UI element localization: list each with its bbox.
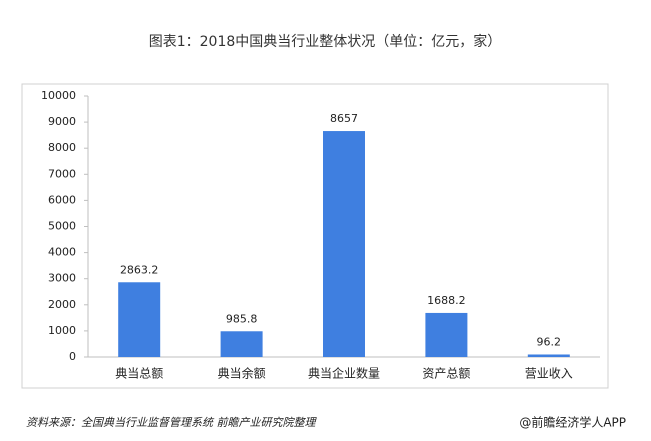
y-tick-label: 1000 xyxy=(48,324,76,337)
y-tick-label: 9000 xyxy=(48,115,76,128)
x-tick-label: 典当总额 xyxy=(115,367,163,381)
bar xyxy=(118,282,161,357)
bar xyxy=(425,312,468,357)
x-tick-label: 资产总额 xyxy=(422,367,470,381)
data-label: 96.2 xyxy=(537,335,562,348)
x-tick-label: 典当余额 xyxy=(218,366,266,381)
y-tick-label: 4000 xyxy=(48,246,76,259)
data-label: 985.8 xyxy=(226,312,258,325)
source-note: 资料来源：全国典当行业监督管理系统 前瞻产业研究院整理 xyxy=(26,416,317,429)
y-tick-label: 2000 xyxy=(48,298,76,311)
x-tick-label: 营业收入 xyxy=(525,367,573,381)
bar xyxy=(323,131,365,357)
y-tick-label: 6000 xyxy=(48,193,76,206)
y-tick-label: 7000 xyxy=(48,167,76,180)
bar xyxy=(527,354,570,357)
y-tick-label: 10000 xyxy=(41,89,76,102)
y-tick-label: 8000 xyxy=(48,141,76,154)
chart-frame xyxy=(21,83,609,389)
y-tick-label: 3000 xyxy=(48,272,76,285)
data-label: 1688.2 xyxy=(427,294,466,307)
y-tick-label: 5000 xyxy=(48,220,76,233)
bar xyxy=(220,331,263,357)
y-tick-label: 0 xyxy=(69,350,76,363)
credit: @前瞻经济学人APP xyxy=(519,415,626,430)
x-tick-label: 典当企业数量 xyxy=(308,366,380,381)
data-label: 8657 xyxy=(330,112,358,125)
chart-title: 图表1：2018中国典当行业整体状况（单位：亿元，家） xyxy=(149,33,502,50)
data-label: 2863.2 xyxy=(120,263,159,276)
